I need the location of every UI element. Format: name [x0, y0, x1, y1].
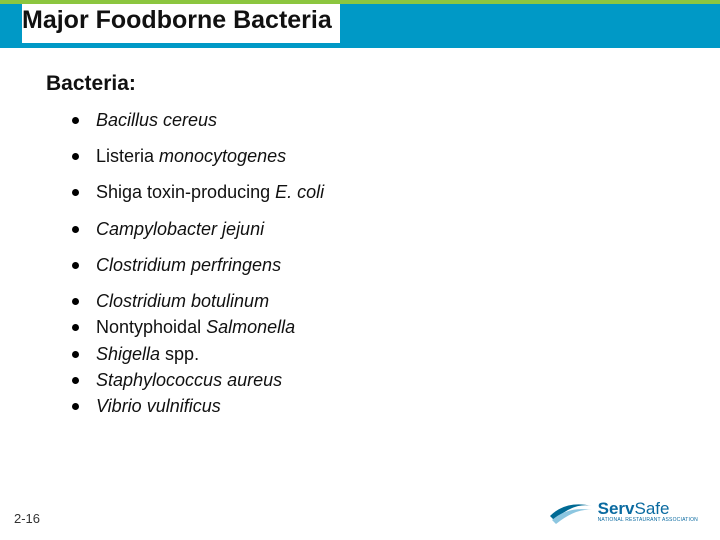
- content-area: Bacteria: Bacillus cereus Listeria monocy…: [0, 48, 720, 417]
- list-item: Shiga toxin-producing E. coli: [72, 182, 720, 203]
- logo-tagline: NATIONAL RESTAURANT ASSOCIATION: [598, 518, 698, 523]
- logo-thin: Safe: [634, 499, 669, 518]
- logo-swoosh-icon: [548, 494, 594, 528]
- logo-text: ServSafe NATIONAL RESTAURANT ASSOCIATION: [598, 500, 698, 523]
- servsafe-logo: ServSafe NATIONAL RESTAURANT ASSOCIATION: [548, 494, 698, 528]
- list-item: Clostridium botulinum: [72, 291, 720, 312]
- section-heading: Bacteria:: [46, 72, 720, 96]
- list-item: Vibrio vulnificus: [72, 396, 720, 417]
- slide-header: Major Foodborne Bacteria: [0, 0, 720, 48]
- list-item: Staphylococcus aureus: [72, 370, 720, 391]
- page-title: Major Foodborne Bacteria: [22, 4, 340, 43]
- bullet-list-tight: Clostridium botulinum Nontyphoidal Salmon…: [46, 291, 720, 417]
- list-item: Nontyphoidal Salmonella: [72, 317, 720, 338]
- bullet-list-spaced: Bacillus cereus Listeria monocytogenes Shi…: [46, 110, 720, 276]
- logo-bold: Serv: [598, 499, 635, 518]
- list-item: Shigella spp.: [72, 344, 720, 365]
- list-item: Clostridium perfringens: [72, 255, 720, 276]
- logo-wordmark: ServSafe: [598, 500, 698, 517]
- list-item: Campylobacter jejuni: [72, 219, 720, 240]
- list-item: Listeria monocytogenes: [72, 146, 720, 167]
- list-item: Bacillus cereus: [72, 110, 720, 131]
- page-number: 2-16: [14, 511, 40, 526]
